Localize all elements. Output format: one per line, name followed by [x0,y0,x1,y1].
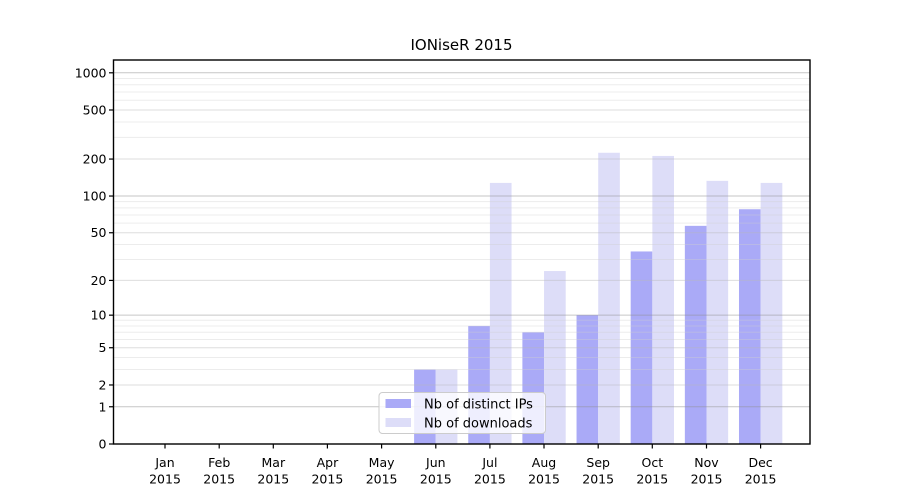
x-tick-label-month: Oct [641,455,663,470]
x-tick-label-year: 2015 [745,472,777,487]
plot-frame [112,59,811,445]
x-tick-label-year: 2015 [149,472,181,487]
x-tick-label-month: Mar [262,455,286,470]
y-tick-label: 50 [91,225,107,240]
bar-distinct-ips-oct [630,251,653,444]
x-tick-label-month: Nov [694,455,719,470]
bar-downloads-jul [489,182,512,444]
x-tick-label-year: 2015 [420,472,452,487]
x-tick-label-month: Jan [154,455,174,470]
x-tick-label-month: Sep [586,455,610,470]
x-tick-label-month: May [369,455,395,470]
x-axis: Jan 2015 Feb 2015 Mar 2015 Apr 2015 May 2015 Jun 20… [149,444,777,487]
x-tick-label-year: 2015 [311,472,343,487]
x-tick-label-month: Jun [425,455,446,470]
legend-label-distinct-ips: Nb of distinct IPs [424,397,533,412]
y-tick-label: 1 [99,399,107,414]
legend-box [378,392,546,434]
chart-title: IONiseR 2015 [410,36,513,54]
x-tick-label-year: 2015 [636,472,668,487]
x-tick-label-year: 2015 [582,472,614,487]
bar-downloads-oct [652,155,675,444]
y-tick-label: 200 [83,152,107,167]
x-tick-label-year: 2015 [474,472,506,487]
bar-downloads-dec [760,182,783,444]
y-tick-label: 2 [99,378,107,393]
bar-downloads-sep [598,152,620,444]
y-tick-label: 500 [83,103,107,118]
legend-swatch-distinct-ips [385,399,411,408]
y-tick-label: 100 [83,189,107,204]
x-tick-label-month: Feb [208,455,230,470]
y-tick-label: 0 [99,437,107,452]
x-tick-label-month: Dec [748,455,772,470]
x-tick-label-year: 2015 [203,472,235,487]
y-tick-label: 5 [99,340,107,355]
bars-group [414,152,783,444]
legend-swatch-downloads [385,418,411,427]
x-tick-label-year: 2015 [528,472,560,487]
bar-distinct-ips-sep [576,315,599,444]
y-tick-label: 10 [91,308,107,323]
bar-downloads-aug [544,271,566,444]
x-tick-label-month: Apr [317,455,339,470]
x-tick-label-month: Jul [481,455,497,470]
bar-distinct-ips-dec [738,209,761,444]
bar-distinct-ips-nov [684,225,707,444]
y-axis: 0 1 2 5 10 20 50 100 200 500 1000 [75,65,114,452]
x-tick-label-year: 2015 [257,472,289,487]
legend-label-downloads: Nb of downloads [424,417,533,432]
legend: Nb of distinct IPs Nb of downloads [378,392,546,434]
y-tick-label: 20 [91,273,107,288]
y-tick-label: 1000 [75,65,107,80]
x-tick-label-month: Aug [532,455,556,470]
bar-downloads-nov [706,180,729,444]
x-tick-label-year: 2015 [366,472,398,487]
x-tick-label-year: 2015 [691,472,723,487]
